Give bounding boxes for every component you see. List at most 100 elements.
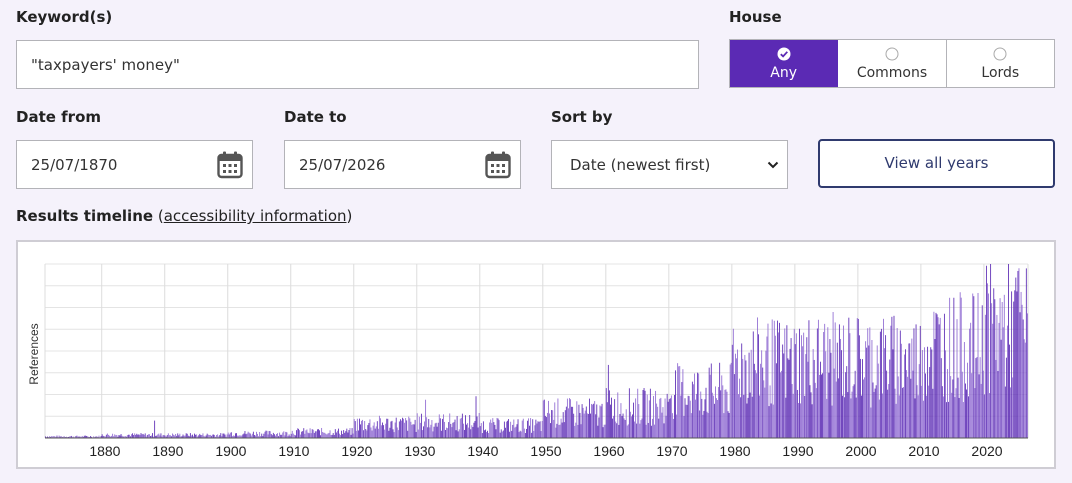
timeline-bar[interactable] (204, 436, 206, 438)
timeline-bar[interactable] (371, 430, 373, 438)
timeline-bar[interactable] (530, 418, 532, 438)
timeline-bar[interactable] (817, 319, 819, 438)
timeline-bar[interactable] (189, 433, 191, 438)
timeline-bar[interactable] (724, 389, 726, 438)
timeline-bar[interactable] (715, 386, 716, 438)
timeline-bar[interactable] (903, 387, 904, 438)
timeline-bar[interactable] (236, 433, 237, 438)
timeline-bar[interactable] (177, 433, 179, 438)
timeline-bar[interactable] (185, 433, 187, 438)
timeline-bar[interactable] (590, 413, 591, 438)
timeline-bar[interactable] (481, 433, 483, 438)
timeline-bar[interactable] (637, 388, 639, 438)
timeline-bar[interactable] (280, 434, 282, 438)
timeline-bar[interactable] (272, 432, 274, 438)
timeline-bar[interactable] (143, 434, 145, 438)
timeline-bar[interactable] (713, 403, 715, 438)
timeline-bar[interactable] (768, 406, 770, 438)
timeline-bar[interactable] (292, 433, 294, 438)
timeline-bar[interactable] (598, 417, 600, 438)
timeline-bar[interactable] (341, 430, 343, 438)
timeline-bar[interactable] (655, 390, 657, 438)
timeline-bar[interactable] (958, 397, 960, 438)
timeline-bar[interactable] (702, 414, 704, 438)
timeline-bar[interactable] (507, 420, 508, 438)
timeline-bar[interactable] (427, 427, 429, 438)
timeline-bar[interactable] (592, 404, 594, 438)
timeline-bar[interactable] (549, 413, 550, 438)
timeline-bar[interactable] (816, 328, 818, 438)
timeline-bar[interactable] (227, 432, 229, 438)
timeline-bar[interactable] (342, 434, 344, 438)
timeline-bar[interactable] (972, 293, 974, 438)
timeline-bar[interactable] (392, 429, 394, 438)
timeline-bar[interactable] (760, 363, 762, 438)
timeline-bar[interactable] (281, 434, 283, 438)
timeline-bar[interactable] (583, 413, 585, 438)
timeline-bar[interactable] (328, 432, 330, 438)
timeline-bar[interactable] (809, 385, 811, 438)
timeline-bar[interactable] (777, 320, 778, 438)
timeline-bar[interactable] (314, 431, 316, 438)
timeline-bar[interactable] (399, 419, 401, 438)
timeline-bar[interactable] (131, 434, 132, 438)
timeline-bar[interactable] (786, 325, 788, 438)
timeline-bar[interactable] (996, 314, 998, 438)
timeline-bar[interactable] (279, 432, 281, 438)
timeline-bar[interactable] (964, 383, 966, 438)
timeline-bar[interactable] (993, 288, 995, 438)
timeline-bar[interactable] (836, 342, 838, 438)
timeline-bar[interactable] (344, 432, 346, 438)
timeline-bar[interactable] (805, 354, 807, 438)
timeline-bar[interactable] (659, 398, 661, 438)
timeline-bar[interactable] (506, 421, 507, 438)
timeline-bar[interactable] (338, 428, 339, 438)
timeline-bar[interactable] (900, 343, 902, 438)
timeline-bar[interactable] (201, 435, 203, 438)
timeline-bar[interactable] (437, 422, 439, 438)
timeline-bar[interactable] (70, 436, 72, 438)
timeline-bar[interactable] (984, 314, 986, 438)
timeline-bar[interactable] (45, 436, 46, 438)
timeline-bar[interactable] (843, 325, 845, 438)
timeline-bar[interactable] (369, 419, 371, 438)
timeline-bar[interactable] (859, 358, 861, 438)
timeline-bar[interactable] (899, 330, 901, 438)
timeline-bar[interactable] (608, 390, 610, 438)
timeline-bar[interactable] (287, 436, 289, 438)
timeline-bar[interactable] (573, 413, 575, 438)
timeline-bar[interactable] (778, 332, 779, 438)
timeline-bar[interactable] (372, 425, 374, 438)
timeline-bar[interactable] (68, 436, 69, 438)
timeline-bar[interactable] (413, 424, 415, 438)
timeline-bar[interactable] (533, 430, 535, 438)
timeline-bar[interactable] (511, 430, 513, 438)
timeline-bar[interactable] (743, 394, 745, 438)
timeline-bar[interactable] (751, 396, 753, 438)
timeline-bar[interactable] (404, 422, 406, 438)
timeline-bar[interactable] (134, 433, 136, 438)
timeline-bar[interactable] (589, 398, 590, 438)
timeline-bar[interactable] (269, 431, 271, 438)
timeline-bar[interactable] (211, 434, 213, 438)
timeline-bar[interactable] (213, 434, 214, 438)
timeline-bar[interactable] (276, 433, 277, 438)
timeline-bar[interactable] (599, 405, 601, 438)
timeline-bar[interactable] (907, 376, 909, 438)
timeline-bar[interactable] (729, 364, 731, 438)
timeline-bar[interactable] (934, 339, 936, 438)
timeline-bar[interactable] (882, 393, 883, 439)
timeline-bar[interactable] (380, 418, 381, 438)
timeline-bar[interactable] (71, 435, 73, 438)
timeline-bar[interactable] (950, 376, 952, 438)
timeline-bar[interactable] (450, 423, 452, 438)
timeline-bar[interactable] (116, 434, 118, 438)
timeline-bar[interactable] (698, 373, 700, 438)
timeline-bar[interactable] (1011, 291, 1013, 438)
timeline-bar[interactable] (926, 395, 927, 438)
timeline-bar[interactable] (453, 422, 455, 438)
timeline-bar[interactable] (138, 434, 140, 438)
timeline-bar[interactable] (601, 403, 603, 438)
timeline-bar[interactable] (649, 388, 651, 438)
timeline-bar[interactable] (424, 421, 425, 438)
